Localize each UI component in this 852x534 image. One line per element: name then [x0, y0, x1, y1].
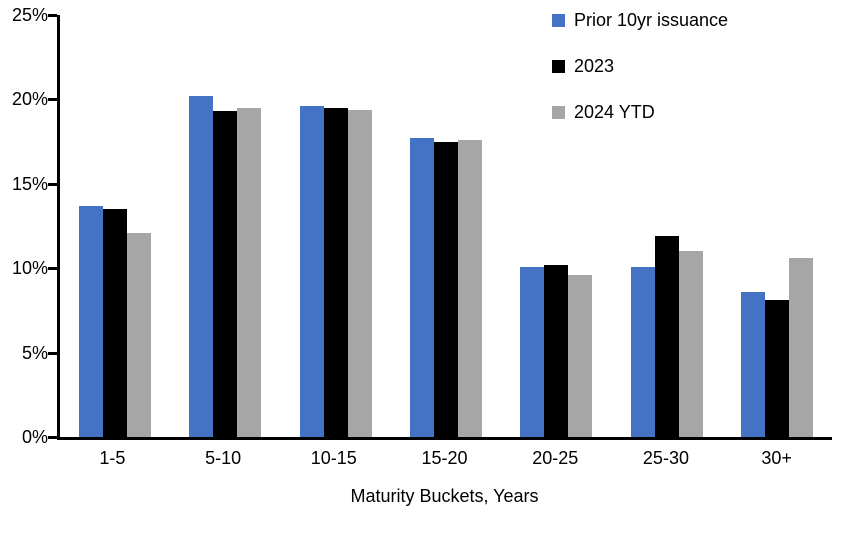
x-tick-label: 20-25	[532, 448, 579, 468]
y-tick-label: 0%	[21, 427, 48, 447]
bar	[237, 107, 262, 437]
y-tick-label: 10%	[11, 258, 48, 279]
y-tick-mark	[48, 14, 57, 17]
x-tick-label: 10-15	[310, 448, 357, 468]
legend-swatch	[552, 14, 565, 27]
legend-label: Prior 10yr issuance	[574, 10, 729, 30]
bar	[213, 111, 238, 437]
y-tick-mark	[48, 267, 57, 271]
plot-area	[57, 15, 832, 440]
y-tick-mark	[48, 98, 57, 102]
bar	[544, 264, 569, 437]
bar	[764, 300, 789, 437]
bar-group	[391, 15, 501, 437]
bar-group	[611, 15, 721, 437]
bar	[409, 138, 434, 437]
bar	[79, 205, 104, 437]
bar	[189, 96, 214, 437]
legend-item: 2023	[552, 56, 728, 77]
x-axis-title: Maturity Buckets, Years	[350, 486, 539, 506]
x-tick-label: 5-10	[205, 448, 242, 468]
x-tick-label: 30+	[761, 448, 792, 468]
bar	[347, 109, 372, 437]
bar-group	[501, 15, 611, 437]
bar	[433, 141, 458, 437]
bar	[127, 232, 152, 437]
bar	[568, 274, 593, 437]
legend-label: 2023	[574, 56, 615, 76]
bar	[520, 266, 545, 437]
x-axis-labels: 1-5 5-10 10-15 15-20 20-25 25-30 30+	[57, 448, 832, 469]
bar-group	[722, 15, 832, 437]
y-tick-label: 25%	[11, 5, 48, 25]
bar	[299, 106, 324, 437]
bar	[788, 258, 813, 437]
bar	[654, 236, 679, 437]
y-tick-mark	[48, 351, 57, 355]
bar	[740, 291, 765, 437]
legend-item: 2024 YTD	[552, 102, 728, 123]
bar-group	[170, 15, 280, 437]
x-tick-label: 15-20	[421, 448, 468, 468]
legend-swatch	[552, 106, 565, 119]
y-tick-mark	[48, 182, 57, 186]
bar	[457, 139, 482, 437]
y-tick-label: 5%	[21, 342, 48, 363]
bar	[678, 251, 703, 437]
bar	[630, 266, 655, 437]
y-tick-mark	[48, 436, 57, 439]
x-tick-label: 25-30	[642, 448, 689, 468]
bar-group	[281, 15, 391, 437]
y-tick-label: 20%	[11, 89, 48, 110]
bar	[103, 209, 128, 437]
legend-item: Prior 10yr issuance	[552, 10, 728, 31]
legend: Prior 10yr issuance 2023 2024 YTD	[552, 10, 728, 123]
x-tick-label: 1-5	[99, 448, 126, 468]
y-tick-label: 15%	[11, 173, 48, 194]
legend-swatch	[552, 60, 565, 73]
bar	[323, 107, 348, 437]
legend-label: 2024 YTD	[574, 102, 655, 122]
bar-group	[60, 15, 170, 437]
